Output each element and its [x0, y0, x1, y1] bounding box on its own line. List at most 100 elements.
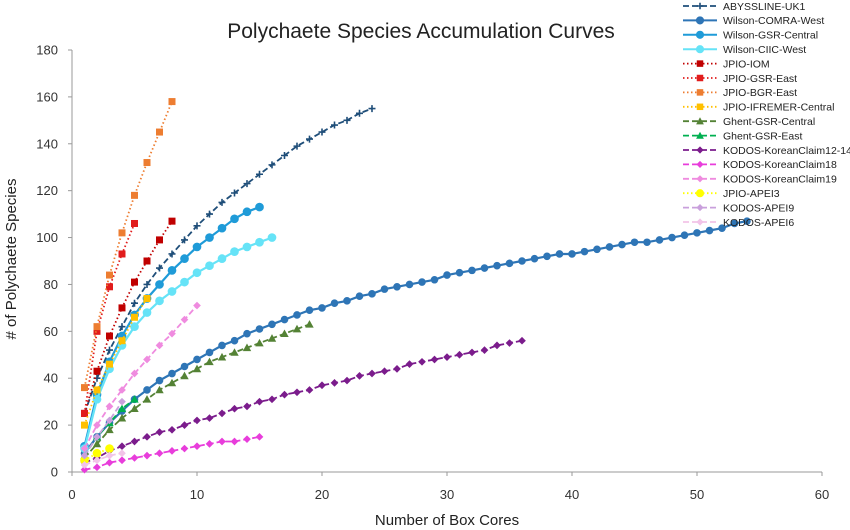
data-point [718, 224, 726, 232]
data-point [243, 180, 251, 188]
data-point [142, 308, 152, 317]
data-point [242, 207, 252, 217]
data-point [305, 320, 314, 328]
data-point [218, 198, 226, 206]
series-jpio-ifremer-central [81, 295, 151, 429]
data-point [155, 449, 164, 458]
data-point [156, 264, 163, 272]
data-point [143, 257, 151, 265]
data-point [168, 369, 176, 378]
data-point [268, 395, 276, 404]
legend-item: JPIO-IOM [683, 58, 770, 70]
data-point [167, 287, 177, 296]
data-point [143, 432, 151, 441]
data-point [130, 454, 139, 462]
legend-label: JPIO-GSR-East [723, 73, 797, 85]
series-kodos-apei9 [80, 397, 126, 460]
data-point [280, 315, 289, 324]
x-tick-label: 10 [190, 487, 204, 502]
data-point [143, 295, 151, 303]
data-point [106, 346, 113, 354]
y-tick-label: 140 [36, 136, 58, 151]
series-kodos-koreanclaim18 [80, 432, 264, 474]
data-point [593, 245, 601, 254]
data-point [80, 444, 89, 453]
data-point [93, 367, 101, 375]
data-point [143, 451, 151, 460]
y-axis-label: # of Polychaete Species [3, 179, 20, 340]
data-point [167, 378, 177, 387]
data-point [255, 338, 264, 347]
series-line [83, 101, 173, 388]
data-point [343, 116, 351, 124]
data-point [168, 329, 176, 338]
data-point [168, 250, 176, 258]
data-point [468, 266, 476, 275]
data-point [168, 447, 176, 455]
data-point [480, 264, 489, 272]
y-tick-label: 160 [36, 89, 58, 104]
data-point [696, 74, 704, 82]
data-point [168, 98, 176, 106]
legend-label: JPIO-BGR-East [723, 87, 797, 99]
series-ghent-gsr-central [80, 320, 314, 462]
y-tick-label: 60 [44, 324, 58, 339]
data-point [530, 254, 539, 263]
series-abyssline-uk1 [81, 105, 376, 417]
legend-label: KODOS-KoreanClaim19 [723, 174, 837, 186]
data-point [230, 214, 239, 224]
legend-label: Wilson-GSR-Central [723, 30, 818, 42]
legend-item: Ghent-GSR-Central [683, 116, 815, 128]
data-point [393, 364, 401, 373]
data-point [192, 268, 202, 278]
data-point [242, 343, 252, 352]
data-point [217, 254, 227, 264]
legend-label: Wilson-COMRA-West [723, 15, 824, 27]
data-point [695, 16, 705, 25]
data-point [730, 219, 739, 228]
data-point [93, 421, 101, 429]
data-point [180, 421, 189, 429]
y-tick-label: 100 [36, 230, 58, 245]
data-point [180, 315, 189, 324]
legend-item: Ghent-GSR-East [683, 130, 802, 142]
data-point [118, 323, 126, 331]
data-point [93, 463, 101, 472]
data-point [205, 261, 214, 271]
data-point [205, 357, 214, 366]
data-point [380, 285, 389, 293]
data-point [405, 360, 414, 369]
data-point [81, 384, 88, 392]
data-point [330, 379, 339, 387]
data-point [118, 250, 126, 258]
data-point [231, 189, 238, 197]
data-point [143, 280, 151, 288]
data-point [118, 337, 126, 345]
x-tick-label: 60 [815, 487, 829, 502]
data-point [193, 416, 201, 425]
data-point [696, 89, 704, 96]
x-tick-label: 40 [565, 487, 579, 502]
data-point [455, 268, 464, 277]
data-point [218, 437, 226, 446]
data-point [255, 237, 264, 247]
legend-label: JPIO-APEI3 [723, 188, 780, 200]
series-kodos-koreanclaim19 [80, 301, 201, 453]
data-point [696, 2, 704, 10]
data-point [106, 360, 113, 368]
series-line [84, 435, 260, 471]
data-point [105, 444, 114, 453]
legend-item: JPIO-APEI3 [683, 188, 780, 200]
data-point [430, 275, 439, 284]
data-point [696, 204, 704, 212]
data-point [230, 247, 239, 256]
data-point [330, 299, 339, 308]
data-point [131, 191, 138, 199]
data-point [443, 353, 451, 361]
legend-item: KODOS-KoreanClaim12-14 [683, 145, 850, 157]
data-point [568, 250, 576, 258]
data-point [443, 271, 451, 279]
legend-item: KODOS-KoreanClaim18 [683, 159, 837, 171]
data-point [380, 367, 389, 376]
data-point [292, 324, 302, 333]
